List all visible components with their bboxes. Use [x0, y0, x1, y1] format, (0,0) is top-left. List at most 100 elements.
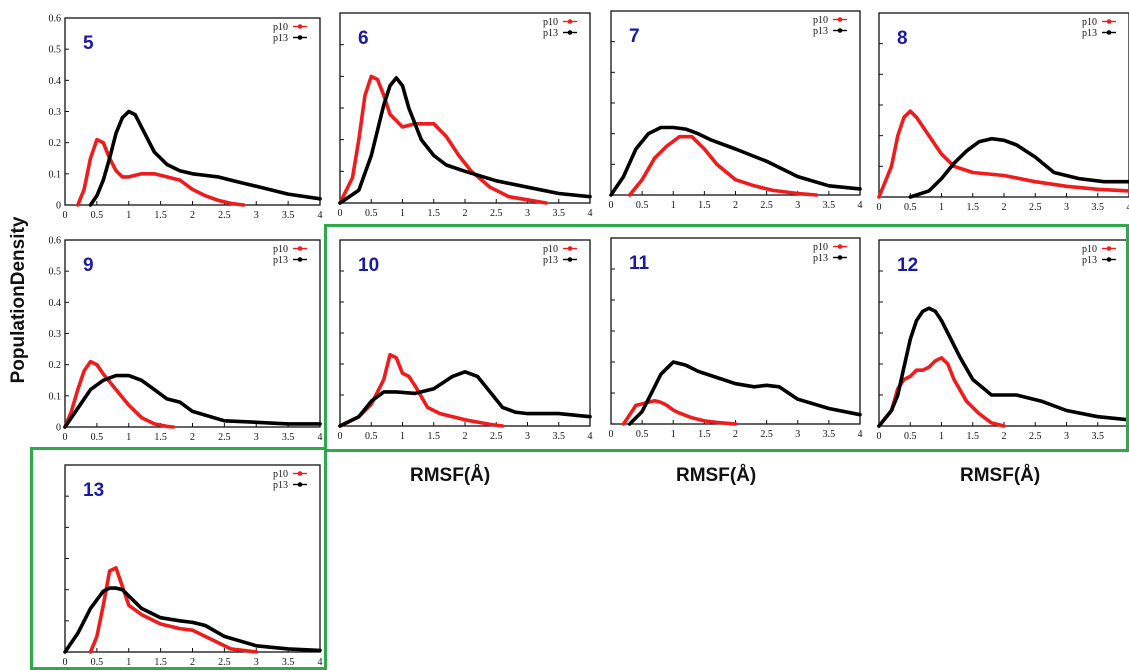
legend-marker-p10 — [567, 246, 573, 251]
legend-marker-p13 — [567, 257, 573, 262]
plot-frame — [878, 12, 1129, 198]
x-tick-label: 4 — [858, 200, 863, 211]
x-tick-label: 1.5 — [154, 210, 167, 221]
panel-title: 5 — [83, 33, 94, 54]
legend-marker-p10 — [567, 19, 573, 24]
series-line-p10 — [338, 74, 549, 205]
y-axis-label: PopulationDensity — [8, 216, 29, 384]
legend-marker-p13 — [1106, 257, 1112, 262]
plot-frame — [339, 12, 591, 204]
legend-label: p13 — [813, 26, 828, 37]
legend-label: p13 — [273, 480, 288, 491]
panel-title: 9 — [83, 255, 94, 276]
legend-marker-p13 — [837, 255, 843, 260]
panel-9: 0 0.5 1 1.5 2 2.5 3 3.5 4 0 0.1 0.2 0.3 0.4 0.5 0.6 9 p10… — [49, 236, 323, 444]
panel-title: 6 — [358, 28, 369, 49]
legend-marker-p13 — [297, 35, 303, 40]
x-tick-label: 0 — [877, 431, 882, 442]
y-tick-label: 0.6 — [49, 14, 62, 25]
series-line-p13 — [88, 109, 322, 207]
x-tick-label: 0 — [63, 657, 68, 668]
x-tick-label: 0 — [63, 432, 68, 443]
plot-frame — [64, 239, 321, 428]
x-tick-label: 1 — [400, 208, 405, 219]
x-tick-label: 0 — [609, 429, 614, 440]
x-tick-label: 2 — [733, 200, 738, 211]
x-tick-label: 2.5 — [218, 210, 231, 221]
x-axis-label-2: RMSF(Å) — [676, 465, 757, 486]
x-tick-label: 3.5 — [282, 657, 295, 668]
y-tick-label: 0 — [56, 201, 61, 212]
x-tick-label: 2.5 — [218, 432, 231, 443]
x-tick-label: 3 — [254, 432, 259, 443]
panel-title: 8 — [897, 28, 908, 49]
x-tick-label: 4 — [1127, 202, 1129, 213]
x-tick-label: 3.5 — [553, 431, 566, 442]
x-tick-label: 3.5 — [1092, 431, 1105, 442]
x-tick-label: 0 — [338, 431, 343, 442]
x-tick-label: 2.5 — [218, 657, 231, 668]
legend-marker-p13 — [297, 257, 303, 262]
x-tick-label: 1.5 — [967, 202, 980, 213]
x-tick-label: 1.5 — [967, 431, 980, 442]
legend-marker-p13 — [837, 28, 843, 33]
legend-label: p10 — [273, 22, 288, 33]
x-tick-label: 4 — [318, 657, 323, 668]
x-tick-label: 2.5 — [490, 208, 503, 219]
x-tick-label: 1.5 — [154, 432, 167, 443]
series-line-p10 — [76, 137, 246, 207]
x-tick-label: 1 — [939, 431, 944, 442]
legend-label: p13 — [273, 33, 288, 44]
x-tick-label: 1.5 — [698, 429, 711, 440]
series-line-p13 — [609, 125, 862, 197]
x-tick-label: 0.5 — [904, 431, 917, 442]
x-tick-label: 0.5 — [904, 202, 917, 213]
x-tick-label: 1.5 — [428, 208, 441, 219]
x-tick-label: 3 — [795, 429, 800, 440]
x-tick-label: 3.5 — [823, 429, 836, 440]
legend-label: p10 — [543, 17, 558, 28]
legend-label: p13 — [1082, 255, 1097, 266]
x-axis-label-3: RMSF(Å) — [960, 465, 1041, 486]
legend-marker-p10 — [837, 244, 843, 249]
series-line-p13 — [338, 369, 592, 428]
x-tick-label: 3.5 — [553, 208, 566, 219]
x-tick-label: 1 — [126, 432, 131, 443]
legend-marker-p10 — [1106, 19, 1112, 24]
series-line-p10 — [621, 398, 738, 426]
series-line-p10 — [88, 566, 259, 654]
x-tick-label: 2.5 — [490, 431, 503, 442]
x-tick-label: 1.5 — [428, 431, 441, 442]
x-tick-label: 1 — [126, 657, 131, 668]
y-tick-label: 0.4 — [49, 298, 62, 309]
x-tick-label: 2 — [190, 210, 195, 221]
x-tick-label: 0.5 — [636, 200, 649, 211]
legend-label: p13 — [273, 255, 288, 266]
panel-title: 7 — [629, 26, 640, 47]
panel-title: 12 — [897, 255, 918, 276]
x-tick-label: 2 — [1002, 202, 1007, 213]
panel-title: 11 — [629, 253, 650, 274]
legend-marker-p13 — [1106, 30, 1112, 35]
legend-label: p13 — [543, 28, 558, 39]
y-tick-label: 0.2 — [49, 360, 62, 371]
x-tick-label: 4 — [318, 432, 323, 443]
x-tick-label: 4 — [588, 431, 593, 442]
x-tick-label: 4 — [588, 208, 593, 219]
legend-label: p10 — [813, 242, 828, 253]
series-line-p13 — [338, 76, 592, 205]
y-tick-label: 0.1 — [49, 169, 62, 180]
x-tick-label: 0 — [63, 210, 68, 221]
x-tick-label: 0.5 — [365, 431, 378, 442]
legend-label: p10 — [1082, 244, 1097, 255]
y-tick-label: 0.5 — [49, 45, 62, 56]
x-tick-label: 0.5 — [91, 210, 104, 221]
y-tick-label: 0.2 — [49, 138, 62, 149]
x-tick-label: 1.5 — [698, 200, 711, 211]
x-tick-label: 2 — [1002, 431, 1007, 442]
